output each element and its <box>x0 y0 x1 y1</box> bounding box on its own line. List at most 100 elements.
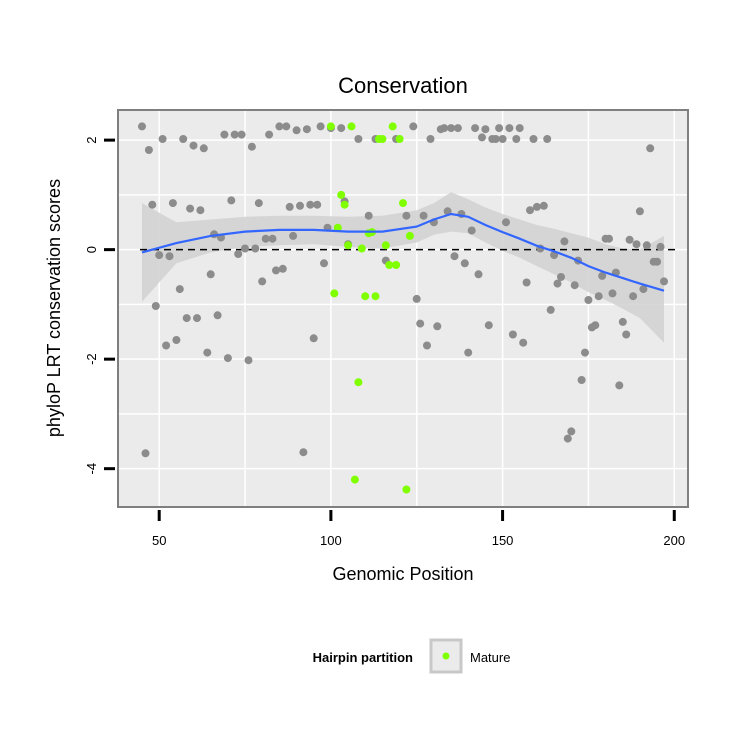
y-tick-label: -4 <box>84 463 99 475</box>
legend-label-mature: Mature <box>470 650 510 665</box>
data-point <box>563 434 572 443</box>
data-point-mature <box>395 135 404 143</box>
data-point <box>532 202 541 211</box>
data-point-mature <box>333 223 342 232</box>
data-point <box>484 321 493 330</box>
data-point <box>618 317 627 326</box>
data-point <box>629 292 638 301</box>
data-point <box>364 211 373 220</box>
data-point <box>182 314 191 323</box>
data-point <box>471 124 480 133</box>
data-point <box>179 135 188 143</box>
data-point-mature <box>402 485 411 494</box>
data-point <box>543 135 552 143</box>
data-point <box>206 270 215 279</box>
data-point <box>426 135 435 143</box>
data-point <box>474 270 483 279</box>
data-point <box>203 348 212 357</box>
data-point <box>522 278 531 287</box>
data-point <box>615 381 624 390</box>
data-point <box>299 448 308 457</box>
data-point <box>261 234 270 243</box>
data-point <box>354 135 363 143</box>
data-point <box>237 130 246 139</box>
data-point <box>581 348 589 357</box>
data-point <box>447 124 456 133</box>
data-point <box>577 376 586 384</box>
data-point <box>622 330 631 339</box>
data-point <box>189 141 198 150</box>
data-point-mature <box>405 231 414 240</box>
data-point-mature <box>357 244 366 253</box>
data-point <box>292 126 301 135</box>
data-point <box>660 277 668 286</box>
data-point <box>464 348 473 357</box>
data-point <box>635 207 644 216</box>
data-point-mature <box>392 261 401 269</box>
y-axis-title: phyloP LRT conservation scores <box>44 179 64 437</box>
data-point <box>199 144 208 153</box>
data-point <box>251 244 260 253</box>
data-point <box>265 130 274 139</box>
data-point <box>168 199 177 208</box>
data-point-mature <box>337 190 346 199</box>
data-point <box>148 200 157 209</box>
x-axis-title: Genomic Position <box>332 564 473 584</box>
data-point <box>584 296 593 304</box>
data-point <box>598 271 607 280</box>
data-point <box>230 130 239 139</box>
data-point <box>440 124 449 133</box>
data-point <box>296 201 304 210</box>
data-point <box>193 314 201 323</box>
data-point <box>172 336 181 344</box>
smooth-line <box>141 212 665 292</box>
data-point <box>289 231 298 240</box>
y-axis: -4 -2 0 2 <box>84 137 115 475</box>
data-point <box>275 122 284 131</box>
x-tick-label: 200 <box>663 533 685 548</box>
legend-key-mature <box>442 652 450 660</box>
data-point-mature <box>340 200 349 209</box>
data-point <box>165 252 174 261</box>
data-point <box>567 427 576 436</box>
data-point-mature <box>330 289 339 298</box>
chart-title: Conservation <box>338 73 468 98</box>
data-point <box>241 244 249 253</box>
data-point-mature <box>388 122 397 131</box>
data-point <box>337 124 346 133</box>
data-point <box>412 294 421 303</box>
data-point <box>498 135 507 143</box>
data-point <box>653 257 662 266</box>
x-tick-label: 50 <box>152 533 166 548</box>
data-point <box>519 338 528 347</box>
data-point <box>591 321 600 330</box>
data-point <box>478 133 486 142</box>
data-point-mature <box>361 292 370 301</box>
data-point <box>258 277 267 286</box>
data-point <box>175 285 184 294</box>
data-point <box>247 142 256 151</box>
data-point-mature <box>350 475 359 484</box>
data-point <box>529 135 538 143</box>
data-point <box>234 250 243 258</box>
data-point <box>320 259 328 268</box>
data-point <box>515 124 524 133</box>
data-point <box>278 264 287 273</box>
data-point <box>285 202 294 211</box>
data-point <box>196 206 205 215</box>
data-point <box>505 124 514 133</box>
data-point <box>481 125 490 134</box>
data-point <box>316 122 325 131</box>
data-point <box>594 292 603 301</box>
legend-title: Hairpin partition <box>313 650 413 665</box>
data-point-mature <box>354 378 363 387</box>
data-point <box>402 211 411 220</box>
data-point <box>508 330 517 339</box>
data-point <box>553 279 562 288</box>
data-point <box>453 124 462 133</box>
data-point <box>526 206 534 215</box>
data-point <box>409 122 418 131</box>
data-point <box>144 146 153 154</box>
data-point <box>151 302 160 310</box>
data-point <box>141 449 150 458</box>
